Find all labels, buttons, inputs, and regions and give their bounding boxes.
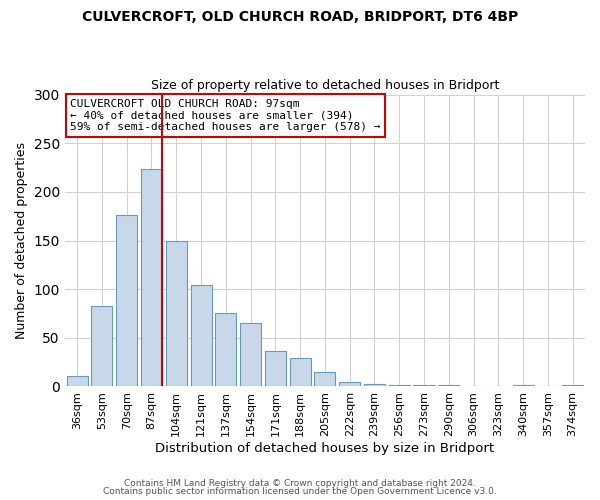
- Title: Size of property relative to detached houses in Bridport: Size of property relative to detached ho…: [151, 79, 499, 92]
- Text: CULVERCROFT OLD CHURCH ROAD: 97sqm
← 40% of detached houses are smaller (394)
59: CULVERCROFT OLD CHURCH ROAD: 97sqm ← 40%…: [70, 99, 380, 132]
- Bar: [265, 352, 286, 386]
- Bar: [339, 382, 360, 386]
- Bar: [116, 215, 137, 386]
- Bar: [364, 384, 385, 386]
- Y-axis label: Number of detached properties: Number of detached properties: [15, 142, 28, 339]
- Bar: [67, 376, 88, 386]
- Bar: [141, 168, 162, 386]
- Bar: [314, 372, 335, 386]
- Bar: [166, 240, 187, 386]
- Bar: [191, 286, 212, 386]
- Text: Contains HM Land Registry data © Crown copyright and database right 2024.: Contains HM Land Registry data © Crown c…: [124, 478, 476, 488]
- Bar: [240, 323, 261, 386]
- Bar: [215, 314, 236, 386]
- Text: CULVERCROFT, OLD CHURCH ROAD, BRIDPORT, DT6 4BP: CULVERCROFT, OLD CHURCH ROAD, BRIDPORT, …: [82, 10, 518, 24]
- Bar: [91, 306, 112, 386]
- Bar: [413, 384, 434, 386]
- Text: Contains public sector information licensed under the Open Government Licence v3: Contains public sector information licen…: [103, 487, 497, 496]
- Bar: [290, 358, 311, 386]
- X-axis label: Distribution of detached houses by size in Bridport: Distribution of detached houses by size …: [155, 442, 494, 455]
